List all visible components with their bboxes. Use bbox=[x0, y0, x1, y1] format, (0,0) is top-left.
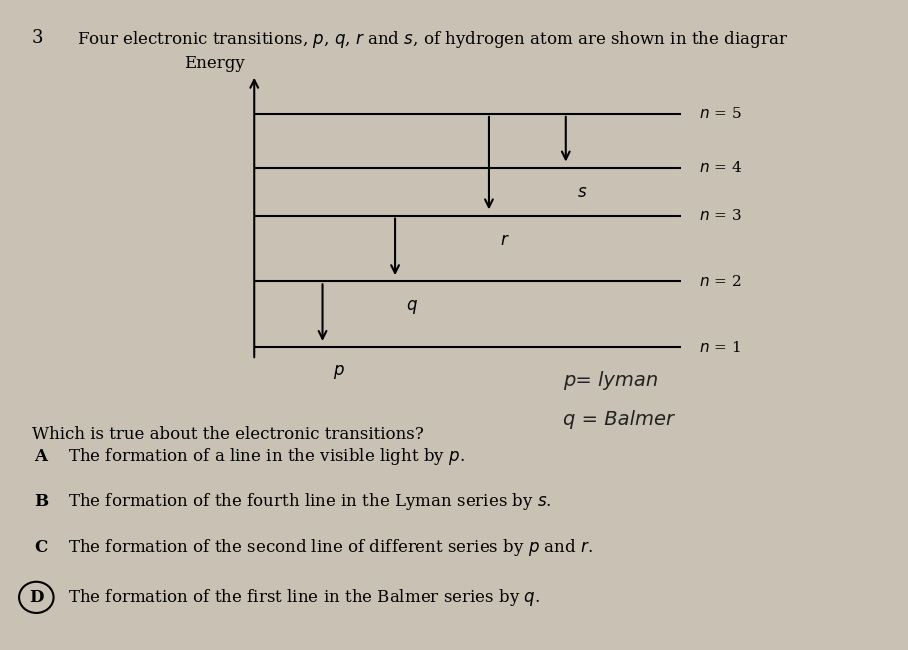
Text: The formation of the second line of different series by $p$ and $r$.: The formation of the second line of diff… bbox=[68, 537, 593, 558]
Text: $n$ = 5: $n$ = 5 bbox=[699, 107, 742, 122]
Text: Which is true about the electronic transitions?: Which is true about the electronic trans… bbox=[32, 426, 423, 443]
Text: $r$: $r$ bbox=[499, 232, 509, 249]
Text: $s$: $s$ bbox=[577, 184, 587, 201]
Text: q = Balmer: q = Balmer bbox=[563, 410, 674, 429]
Text: Energy: Energy bbox=[184, 55, 245, 72]
Text: $n$ = 1: $n$ = 1 bbox=[699, 339, 741, 355]
Text: 3: 3 bbox=[32, 29, 44, 47]
Text: Four electronic transitions, $p$, $q$, $r$ and $s$, of hydrogen atom are shown i: Four electronic transitions, $p$, $q$, $… bbox=[77, 29, 788, 50]
Text: The formation of the first line in the Balmer series by $q$.: The formation of the first line in the B… bbox=[68, 587, 540, 608]
Text: B: B bbox=[35, 493, 49, 510]
Text: The formation of a line in the visible light by $p$.: The formation of a line in the visible l… bbox=[68, 446, 465, 467]
Text: $p$: $p$ bbox=[333, 363, 345, 382]
Text: $q$: $q$ bbox=[406, 298, 418, 315]
Text: C: C bbox=[35, 539, 48, 556]
Text: $n$ = 2: $n$ = 2 bbox=[699, 274, 742, 289]
Text: $n$ = 4: $n$ = 4 bbox=[699, 160, 743, 176]
Text: A: A bbox=[35, 448, 47, 465]
Text: The formation of the fourth line in the Lyman series by $s$.: The formation of the fourth line in the … bbox=[68, 491, 552, 512]
Text: $n$ = 3: $n$ = 3 bbox=[699, 208, 742, 223]
Text: D: D bbox=[29, 589, 44, 606]
Text: p= lyman: p= lyman bbox=[563, 370, 658, 390]
